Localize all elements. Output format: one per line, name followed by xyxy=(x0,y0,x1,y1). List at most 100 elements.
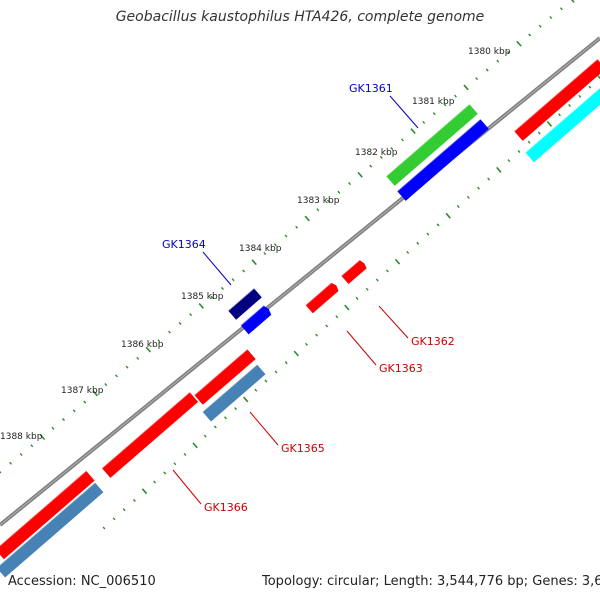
gene-bar-steelblue-lower-highlight xyxy=(0,481,96,566)
scale-label-kbp: 1388 kbp xyxy=(0,432,43,442)
gene-bar-GK1364 xyxy=(228,288,262,320)
scale-label-kbp: 1381 kbp xyxy=(412,97,455,107)
strand-tick xyxy=(112,517,116,521)
gene-label-GK1362: GK1362 xyxy=(411,335,455,348)
scale-tick xyxy=(251,259,257,266)
gene-bar-steelblue-lower xyxy=(0,482,104,578)
strand-tick xyxy=(335,315,339,319)
scale-tick xyxy=(538,24,542,28)
strand-tick xyxy=(355,296,359,300)
scale-label-kbp: 1387 kbp xyxy=(61,386,104,396)
scale-tick xyxy=(475,77,479,81)
scale-tick xyxy=(506,50,510,54)
gene-leader-line xyxy=(202,251,232,286)
strand-tick xyxy=(477,186,480,190)
strand-tick xyxy=(466,195,470,199)
strand-tick xyxy=(192,442,198,449)
scale-tick xyxy=(570,0,575,3)
scale-tick xyxy=(189,313,193,317)
scale-tick xyxy=(454,94,457,98)
gene-bar-GK1366-highlight xyxy=(101,391,191,469)
gene-bar-red-lower-highlight xyxy=(0,470,87,547)
scale-label-kbp: 1385 kbp xyxy=(181,292,224,302)
scale-tick xyxy=(443,103,447,107)
scale-tick xyxy=(263,251,267,255)
strand-tick xyxy=(132,498,136,502)
scale-tick xyxy=(125,365,129,369)
scale-tick xyxy=(19,453,23,457)
gene-bar-GK1361 xyxy=(386,104,478,186)
scale-tick xyxy=(348,182,352,186)
strand-tick xyxy=(597,75,600,80)
strand-tick xyxy=(203,434,207,438)
gene-label-GK1365: GK1365 xyxy=(281,442,325,455)
scale-tick xyxy=(178,321,182,325)
scale-tick xyxy=(295,225,299,229)
scale-label-kbp: 1386 kbp xyxy=(121,340,164,350)
strand-tick xyxy=(304,342,308,346)
scale-tick xyxy=(83,400,87,404)
gene-bar-blue xyxy=(397,119,489,201)
scale-tick xyxy=(485,68,489,72)
gene-label-GK1361: GK1361 xyxy=(349,82,393,95)
gene-bar-red xyxy=(514,59,600,141)
strand-tick xyxy=(274,370,278,374)
scale-label-kbp: 1384 kbp xyxy=(239,244,282,254)
strand-tick xyxy=(517,149,521,153)
scale-tick xyxy=(220,286,224,290)
genome-summary-text: Topology: circular; Length: 3,544,776 bp… xyxy=(262,574,600,589)
gene-bar-blue-highlight xyxy=(396,118,481,192)
gene-leader-line xyxy=(346,330,377,366)
strand-tick xyxy=(325,324,329,328)
strand-tick xyxy=(487,177,491,181)
strand-tick xyxy=(558,113,561,117)
strand-tick xyxy=(264,379,268,383)
scale-tick xyxy=(242,269,246,273)
gene-bar-GK1365 xyxy=(202,364,266,422)
scale-tick xyxy=(410,128,416,135)
gene-bar-GK1362 xyxy=(341,260,367,284)
gene-bar-red-lower xyxy=(0,470,95,560)
scale-tick xyxy=(316,208,320,212)
strand-tick xyxy=(365,287,369,291)
gene-leader-line xyxy=(378,305,409,339)
strand-tick xyxy=(496,166,502,173)
scale-tick xyxy=(104,383,108,387)
strand-tick xyxy=(578,94,582,98)
scale-tick xyxy=(157,339,161,343)
scale-label-kbp: 1383 kbp xyxy=(297,196,340,206)
genome-title: Geobacillus kaustophilus HTA426, complet… xyxy=(115,9,485,25)
strand-tick xyxy=(406,250,410,254)
scale-tick xyxy=(72,409,76,413)
strand-tick xyxy=(293,350,300,357)
strand-tick xyxy=(507,159,511,163)
strand-tick xyxy=(588,85,592,89)
scale-tick xyxy=(379,155,383,159)
genome-backbone-highlight xyxy=(0,37,600,526)
scale-tick xyxy=(496,59,500,63)
gene-leader-line xyxy=(172,469,202,505)
strand-tick xyxy=(234,407,238,411)
scale-tick xyxy=(401,138,404,142)
gene-label-GK1366: GK1366 xyxy=(204,501,248,514)
scale-tick xyxy=(30,444,34,448)
scale-tick xyxy=(210,295,214,299)
scale-tick xyxy=(231,278,235,282)
scale-tick xyxy=(168,330,171,334)
scale-label-kbp: 1382 kbp xyxy=(355,148,398,158)
gene-bar-GK1363 xyxy=(305,282,339,314)
scale-tick xyxy=(273,243,277,247)
gene-bar-cyan xyxy=(525,87,600,163)
scale-tick xyxy=(304,215,310,222)
scale-label-kbp: 1380 kbp xyxy=(468,47,511,57)
strand-tick xyxy=(546,120,553,127)
gene-bar-blue-small-highlight xyxy=(240,305,264,326)
scale-tick xyxy=(337,190,341,194)
accession-text: Accession: NC_006510 xyxy=(8,574,156,589)
strand-tick xyxy=(141,488,148,495)
scale-tick xyxy=(432,112,436,116)
scale-tick xyxy=(136,356,140,360)
gene-bar-GK1362-highlight xyxy=(340,259,360,277)
strand-tick xyxy=(456,205,460,209)
